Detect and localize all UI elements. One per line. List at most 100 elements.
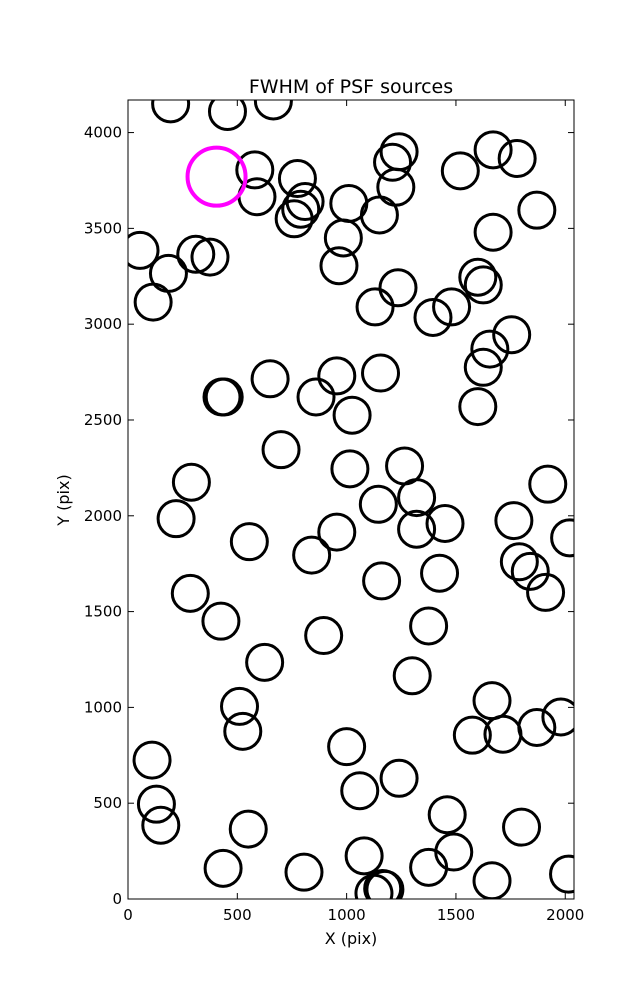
- source-marker-65: [201, 601, 241, 641]
- y-tick-label: 1500: [84, 603, 122, 621]
- source-marker-54: [528, 464, 568, 504]
- source-marker-8: [281, 189, 321, 229]
- source-marker-18: [473, 130, 513, 170]
- source-marker-91: [472, 861, 512, 899]
- source-marker-12: [323, 218, 363, 258]
- highlight-marker: [185, 145, 248, 208]
- source-marker-20: [473, 212, 513, 252]
- source-marker-49: [358, 484, 398, 524]
- source-marker-82: [340, 771, 380, 811]
- source-marker-9: [274, 199, 314, 239]
- source-marker-4: [235, 150, 275, 190]
- source-marker-94: [365, 869, 405, 899]
- source-marker-67: [304, 616, 344, 656]
- source-marker-66: [245, 642, 285, 682]
- source-marker-81: [141, 805, 181, 845]
- source-marker-61: [499, 542, 539, 582]
- source-marker-68: [409, 606, 449, 646]
- y-tick-label: 500: [93, 794, 122, 812]
- source-marker-90: [409, 847, 449, 887]
- markers-layer: [128, 100, 574, 899]
- source-marker-59: [362, 561, 402, 601]
- source-marker-36: [458, 387, 498, 427]
- source-marker-79: [379, 758, 419, 798]
- source-marker-34: [470, 329, 510, 369]
- x-tick-label: 1500: [437, 906, 475, 924]
- source-marker-80: [136, 784, 176, 824]
- source-marker-57: [292, 535, 332, 575]
- source-marker-29: [413, 297, 453, 337]
- source-marker-56: [229, 522, 269, 562]
- plot-frame: [127, 99, 575, 900]
- source-marker-75: [517, 708, 557, 748]
- source-marker-40: [317, 356, 357, 396]
- source-marker-77: [132, 740, 172, 780]
- source-marker-92: [549, 854, 574, 894]
- source-marker-42: [296, 377, 336, 417]
- y-tick-label: 3500: [84, 219, 122, 237]
- source-marker-6: [277, 159, 317, 199]
- x-tick-label: 0: [123, 906, 133, 924]
- source-marker-33: [492, 315, 532, 355]
- source-marker-85: [502, 807, 542, 847]
- source-marker-23: [148, 253, 188, 293]
- source-marker-63: [526, 572, 566, 612]
- source-marker-84: [427, 795, 467, 835]
- source-marker-55: [550, 518, 574, 558]
- source-marker-16: [376, 167, 416, 207]
- source-marker-88: [284, 852, 324, 892]
- source-marker-69: [392, 656, 432, 696]
- source-marker-86: [434, 832, 474, 872]
- source-marker-14: [373, 142, 413, 182]
- chart-title: FWHM of PSF sources: [249, 76, 453, 98]
- source-marker-15: [379, 132, 419, 172]
- source-marker-3: [253, 100, 293, 121]
- source-marker-83: [228, 809, 268, 849]
- source-marker-48: [156, 499, 196, 539]
- source-marker-89: [344, 836, 384, 876]
- source-marker-41: [361, 353, 401, 393]
- source-marker-28: [378, 268, 418, 308]
- source-marker-24: [176, 234, 216, 274]
- source-marker-30: [432, 287, 472, 327]
- y-tick-label: 3000: [84, 315, 122, 333]
- source-marker-13: [319, 246, 359, 286]
- source-marker-44: [261, 430, 301, 470]
- source-marker-78: [327, 727, 367, 767]
- source-marker-35: [463, 347, 503, 387]
- source-marker-11: [359, 195, 399, 235]
- source-marker-70: [220, 686, 259, 726]
- source-marker-62: [510, 551, 550, 591]
- source-marker-58: [317, 512, 357, 552]
- source-marker-45: [330, 449, 370, 489]
- source-marker-73: [452, 715, 492, 755]
- source-marker-27: [355, 287, 395, 327]
- y-tick-label: 4000: [84, 124, 122, 142]
- source-marker-39: [202, 377, 242, 417]
- source-marker-51: [397, 509, 437, 549]
- y-tick-label: 0: [112, 890, 122, 908]
- source-marker-47: [171, 462, 211, 502]
- y-axis: 0 500 1000 1500 2000 2500 3000 3500 4000: [84, 124, 574, 908]
- source-marker-17: [440, 151, 480, 191]
- x-axis-label: X (pix): [325, 929, 378, 948]
- source-marker-26: [133, 282, 173, 322]
- x-tick-label: 2000: [546, 906, 584, 924]
- source-marker-53: [494, 501, 534, 541]
- source-marker-52: [425, 503, 465, 543]
- x-tick-label: 1000: [328, 906, 366, 924]
- source-marker-21: [517, 190, 557, 230]
- source-marker-43: [332, 395, 372, 435]
- source-marker-2: [207, 100, 247, 131]
- y-axis-label: Y (pix): [54, 474, 73, 526]
- x-axis: 0 500 1000 1500 2000: [123, 100, 584, 924]
- source-marker-19: [497, 138, 537, 178]
- source-marker-71: [223, 711, 263, 751]
- source-marker-50: [397, 478, 437, 518]
- source-marker-95: [354, 873, 394, 899]
- source-marker-60: [420, 553, 460, 593]
- y-tick-label: 2500: [84, 411, 122, 429]
- source-marker-31: [458, 257, 498, 297]
